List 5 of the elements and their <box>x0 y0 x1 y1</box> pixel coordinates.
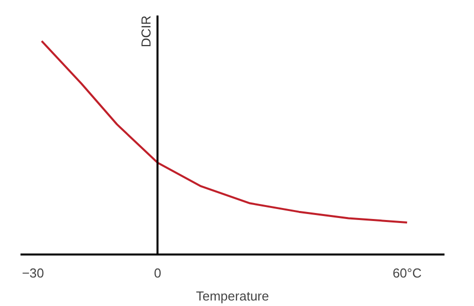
x-tick-label: −30 <box>22 266 44 280</box>
x-tick-label: 60°C <box>392 266 422 280</box>
x-tick-label: 0 <box>154 266 162 280</box>
x-axis-title: Temperature <box>196 288 269 304</box>
y-axis-title: DCIR <box>138 15 154 48</box>
